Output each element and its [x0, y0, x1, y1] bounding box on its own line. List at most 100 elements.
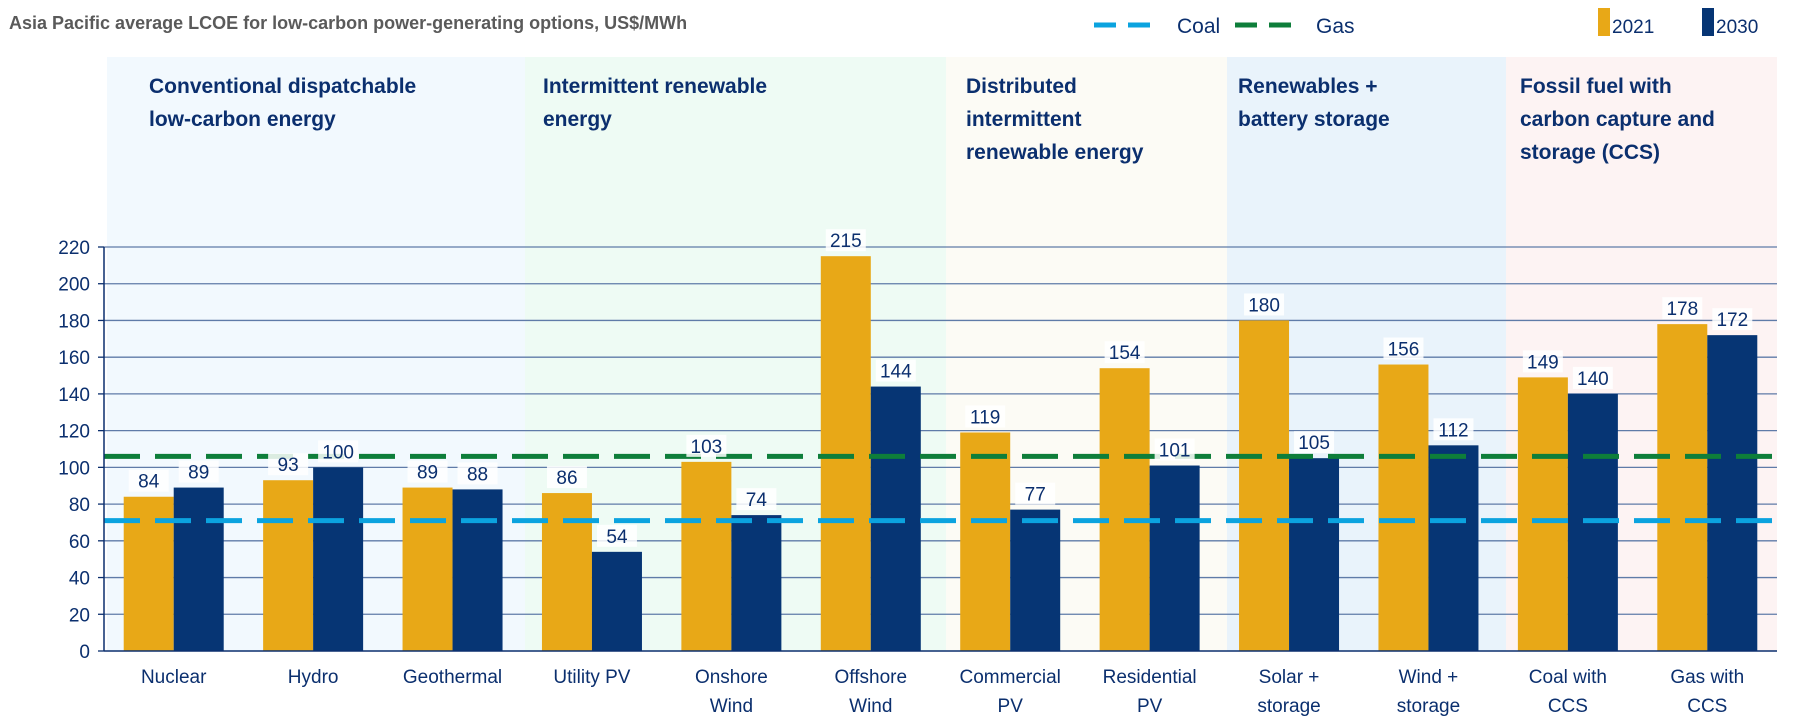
- legend: Coal Gas 2021 2030: [1094, 8, 1758, 38]
- y-tick-label: 20: [69, 605, 90, 626]
- x-tick-label: Offshore: [835, 667, 908, 688]
- bar-2021: [960, 432, 1011, 651]
- bars: [123, 256, 1758, 651]
- x-tick-label: Commercial: [960, 667, 1061, 688]
- chart-title: Asia Pacific average LCOE for low-carbon…: [9, 13, 687, 33]
- data-labels: 84 89 93 100 89 88 86 54 103 74 215 144 119 77 154 101 1…: [128, 229, 1753, 548]
- x-tick-label: CCS: [1687, 696, 1727, 717]
- legend-2021-label: 2021: [1612, 17, 1654, 38]
- legend-coal-label: Coal: [1177, 15, 1220, 38]
- x-tick-label: Geothermal: [403, 667, 502, 688]
- data-label: 101: [1159, 441, 1191, 462]
- data-label-bg: [1712, 308, 1753, 331]
- legend-gas-label: Gas: [1316, 15, 1355, 38]
- x-tick-label: Wind +: [1399, 667, 1459, 688]
- x-tick-label: Coal with: [1529, 667, 1607, 688]
- bar-2030: [1010, 509, 1061, 651]
- y-tick-label: 200: [58, 275, 90, 296]
- group-title: Distributed: [966, 75, 1077, 98]
- bar-2030: [452, 489, 503, 651]
- data-label: 88: [467, 464, 488, 485]
- data-label: 172: [1716, 310, 1748, 331]
- group-title: Conventional dispatchable: [149, 75, 416, 98]
- data-label-bg: [178, 460, 219, 483]
- bar-2021: [402, 487, 453, 651]
- data-label: 103: [691, 437, 723, 458]
- x-tick-label: Solar +: [1259, 667, 1320, 688]
- data-label-bg: [825, 229, 866, 252]
- x-tick-label: Wind: [710, 696, 753, 717]
- bar-2030: [1428, 445, 1479, 651]
- data-label-bg: [1294, 431, 1335, 454]
- data-label-bg: [1244, 293, 1285, 316]
- data-label: 180: [1248, 295, 1280, 316]
- y-tick-label: 80: [69, 495, 90, 516]
- data-label: 89: [188, 463, 209, 484]
- group-title: carbon capture and: [1520, 108, 1715, 131]
- data-label-bg: [546, 466, 587, 489]
- group-title: Fossil fuel with: [1520, 75, 1672, 98]
- group-title: energy: [543, 108, 612, 131]
- x-tick-label: Residential: [1103, 667, 1197, 688]
- data-label: 119: [970, 407, 1000, 428]
- bar-2021: [1657, 324, 1708, 651]
- y-tick-label: 220: [58, 238, 90, 259]
- bar-2021: [1517, 377, 1568, 651]
- legend-2030-label: 2030: [1716, 17, 1758, 38]
- legend-2021-swatch: [1598, 8, 1610, 36]
- group-title: low-carbon energy: [149, 108, 336, 131]
- data-label: 84: [138, 472, 160, 493]
- data-label-bg: [318, 440, 359, 463]
- x-tick-label: storage: [1257, 696, 1320, 717]
- y-tick-label: 120: [58, 422, 90, 443]
- data-label-bg: [128, 469, 169, 492]
- data-label-bg: [596, 524, 637, 547]
- data-label-bg: [1572, 366, 1613, 389]
- data-label: 89: [417, 463, 438, 484]
- data-label: 93: [278, 455, 299, 476]
- data-label-bg: [1522, 350, 1563, 373]
- data-label: 54: [606, 527, 628, 548]
- data-label: 144: [880, 362, 912, 383]
- data-label: 112: [1438, 420, 1468, 441]
- data-label: 86: [556, 468, 577, 489]
- bar-2021: [1099, 368, 1150, 651]
- y-tick-label: 0: [79, 642, 90, 663]
- x-tick-label: Wind: [849, 696, 892, 717]
- data-label: 140: [1577, 369, 1609, 390]
- gridlines: [104, 246, 1777, 615]
- data-label-bg: [875, 359, 916, 382]
- bar-2021: [263, 480, 314, 651]
- bar-2030: [591, 551, 642, 651]
- y-tick-label: 40: [69, 569, 90, 590]
- data-label-bg: [268, 453, 309, 476]
- bar-2021: [1239, 320, 1290, 651]
- data-label-bg: [1015, 482, 1056, 505]
- x-tick-label: Gas with: [1670, 667, 1744, 688]
- data-label-bg: [457, 462, 498, 485]
- group-title: renewable energy: [966, 141, 1144, 164]
- data-label: 74: [746, 490, 768, 511]
- bar-2030: [313, 467, 364, 651]
- y-tick-label: 160: [58, 348, 90, 369]
- data-label: 100: [322, 442, 354, 463]
- y-tick-label: 100: [58, 458, 90, 479]
- group-title: Renewables +: [1238, 75, 1377, 98]
- axes: 0 20 40 60 80 100 120 140 160 180 200 220 Nuclear Hyd…: [58, 238, 1777, 717]
- y-tick-label: 180: [58, 311, 90, 332]
- bar-2030: [1707, 335, 1758, 651]
- data-label-bg: [407, 460, 448, 483]
- bar-2021: [1378, 364, 1429, 651]
- data-label-bg: [1154, 438, 1195, 461]
- bar-2030: [1149, 465, 1200, 651]
- x-tick-label: Onshore: [695, 667, 768, 688]
- group-title: intermittent: [966, 108, 1082, 131]
- data-label-bg: [1383, 337, 1424, 360]
- bar-2030: [1289, 458, 1340, 651]
- x-tick-label: CCS: [1548, 696, 1588, 717]
- y-tick-label: 60: [69, 532, 90, 553]
- x-tick-label: PV: [1137, 696, 1163, 717]
- data-label: 77: [1025, 485, 1046, 506]
- data-label-bg: [965, 405, 1006, 428]
